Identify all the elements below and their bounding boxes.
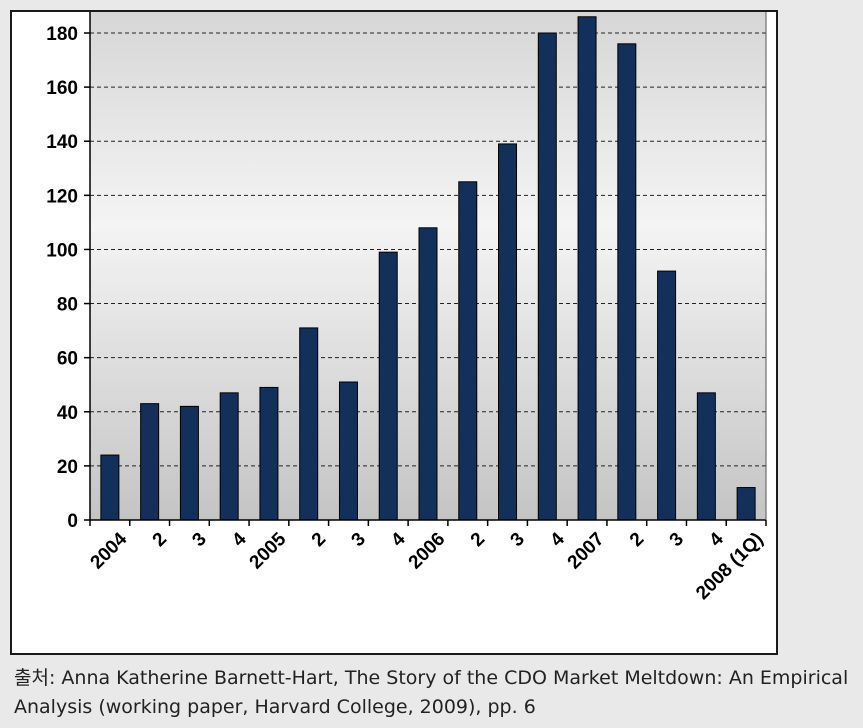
bar [577,16,597,521]
y-tick-label: 100 [46,240,78,261]
bar [736,487,756,521]
x-tick-label: 4 [705,528,728,551]
bar [418,227,438,521]
x-tick-label: 4 [387,528,410,551]
x-tick-label: 3 [666,529,688,551]
bar [458,181,478,521]
x-tick-label: 2 [626,529,648,551]
bar [498,143,518,521]
x-tick-label: 2006 [405,529,450,574]
x-tick-label: 2004 [87,528,132,573]
source-caption: 출처: Anna Katherine Barnett-Hart, The Sto… [14,667,849,718]
x-tick-label: 2 [467,529,489,551]
x-tick-label: 4 [228,528,251,551]
y-tick-label: 20 [57,457,78,478]
x-tick-label: 3 [189,529,211,551]
y-tick-label: 40 [57,403,78,424]
x-tick-label: 2008 (1Q) [692,529,767,604]
y-tick-label: 80 [57,295,78,316]
y-tick-label: 60 [57,349,78,370]
x-tick-label: 3 [507,529,529,551]
bar [259,386,279,521]
y-tick-label: 180 [46,24,78,45]
bar [338,381,358,521]
bar [696,392,716,521]
x-tick-label: 2 [308,529,330,551]
bar [140,403,160,521]
bar [299,327,319,521]
y-tick-label: 140 [46,132,78,153]
chart-frame: 0 20 40 60 80 100 120 140 160 180 2004 2 3 4 2005 2 3 4 2… [10,10,778,655]
bar [219,392,239,521]
y-tick-label: 120 [46,186,78,207]
bar [378,251,398,521]
bar [657,270,677,521]
bar [537,32,557,521]
bar [617,43,637,521]
y-tick-label: 0 [67,511,78,532]
x-tick-label: 2005 [246,528,291,573]
y-tick-label: 160 [46,78,78,99]
y-tick-labels: 0 20 40 60 80 100 120 140 160 180 [46,24,90,532]
x-tick-label: 3 [348,529,370,551]
bar [100,454,120,521]
x-tick-label: 4 [546,528,569,551]
x-tick-label: 2 [149,529,171,551]
x-tick-label: 2007 [564,529,609,574]
bar [179,405,199,521]
